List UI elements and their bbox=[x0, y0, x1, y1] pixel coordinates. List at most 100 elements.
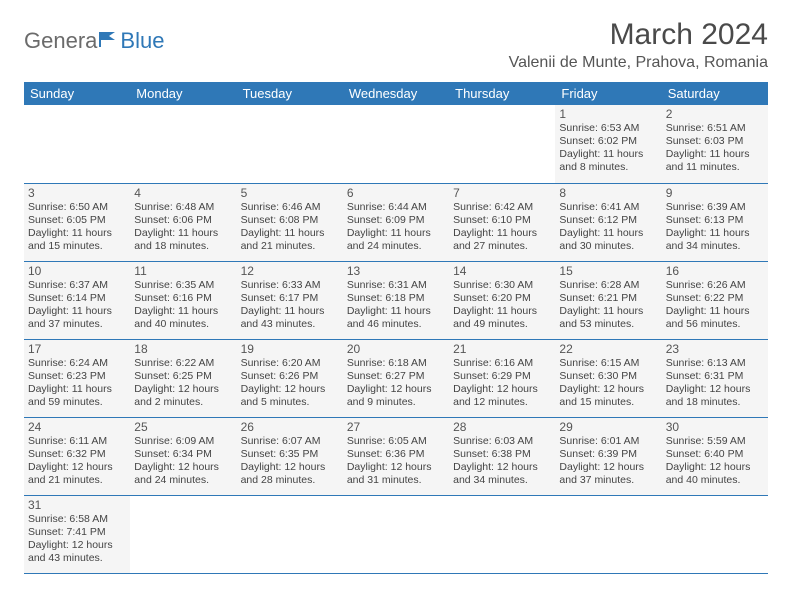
day-line-d1: Daylight: 12 hours bbox=[28, 461, 126, 474]
day-line-d2: and 34 minutes. bbox=[666, 240, 764, 253]
day-line-ss: Sunset: 6:08 PM bbox=[241, 214, 339, 227]
calendar-head: SundayMondayTuesdayWednesdayThursdayFrid… bbox=[24, 82, 768, 105]
day-number: 19 bbox=[241, 342, 339, 356]
calendar-cell: 28Sunrise: 6:03 AMSunset: 6:38 PMDayligh… bbox=[449, 417, 555, 495]
calendar-cell: 11Sunrise: 6:35 AMSunset: 6:16 PMDayligh… bbox=[130, 261, 236, 339]
day-line-sr: Sunrise: 5:59 AM bbox=[666, 435, 764, 448]
day-number: 3 bbox=[28, 186, 126, 200]
day-line-d2: and 2 minutes. bbox=[134, 396, 232, 409]
day-line-ss: Sunset: 6:20 PM bbox=[453, 292, 551, 305]
calendar-body: 1Sunrise: 6:53 AMSunset: 6:02 PMDaylight… bbox=[24, 105, 768, 573]
weekday-header: Saturday bbox=[662, 82, 768, 105]
flag-icon bbox=[99, 28, 119, 54]
day-line-d2: and 21 minutes. bbox=[28, 474, 126, 487]
day-line-ss: Sunset: 6:23 PM bbox=[28, 370, 126, 383]
calendar-cell: 2Sunrise: 6:51 AMSunset: 6:03 PMDaylight… bbox=[662, 105, 768, 183]
calendar-cell: 27Sunrise: 6:05 AMSunset: 6:36 PMDayligh… bbox=[343, 417, 449, 495]
weekday-header: Monday bbox=[130, 82, 236, 105]
day-line-sr: Sunrise: 6:51 AM bbox=[666, 122, 764, 135]
calendar-cell-empty bbox=[237, 495, 343, 573]
day-line-ss: Sunset: 6:27 PM bbox=[347, 370, 445, 383]
day-line-d1: Daylight: 11 hours bbox=[666, 305, 764, 318]
day-line-d1: Daylight: 11 hours bbox=[453, 305, 551, 318]
day-line-d1: Daylight: 12 hours bbox=[666, 461, 764, 474]
day-line-ss: Sunset: 6:36 PM bbox=[347, 448, 445, 461]
day-line-sr: Sunrise: 6:48 AM bbox=[134, 201, 232, 214]
weekday-header: Wednesday bbox=[343, 82, 449, 105]
day-line-sr: Sunrise: 6:53 AM bbox=[559, 122, 657, 135]
day-line-d1: Daylight: 11 hours bbox=[241, 227, 339, 240]
day-line-d1: Daylight: 11 hours bbox=[559, 148, 657, 161]
day-line-d2: and 40 minutes. bbox=[666, 474, 764, 487]
day-number: 16 bbox=[666, 264, 764, 278]
day-line-d1: Daylight: 11 hours bbox=[28, 305, 126, 318]
day-line-ss: Sunset: 6:12 PM bbox=[559, 214, 657, 227]
day-line-d1: Daylight: 12 hours bbox=[347, 383, 445, 396]
day-line-d1: Daylight: 12 hours bbox=[666, 383, 764, 396]
day-line-d1: Daylight: 11 hours bbox=[134, 227, 232, 240]
calendar-cell: 30Sunrise: 5:59 AMSunset: 6:40 PMDayligh… bbox=[662, 417, 768, 495]
day-number: 6 bbox=[347, 186, 445, 200]
day-line-d1: Daylight: 11 hours bbox=[666, 227, 764, 240]
day-line-d2: and 9 minutes. bbox=[347, 396, 445, 409]
calendar-cell-empty bbox=[449, 105, 555, 183]
day-number: 30 bbox=[666, 420, 764, 434]
day-line-ss: Sunset: 6:29 PM bbox=[453, 370, 551, 383]
day-line-d1: Daylight: 11 hours bbox=[666, 148, 764, 161]
day-line-ss: Sunset: 6:05 PM bbox=[28, 214, 126, 227]
day-line-d2: and 21 minutes. bbox=[241, 240, 339, 253]
day-line-d1: Daylight: 12 hours bbox=[134, 461, 232, 474]
weekday-row: SundayMondayTuesdayWednesdayThursdayFrid… bbox=[24, 82, 768, 105]
calendar-cell: 26Sunrise: 6:07 AMSunset: 6:35 PMDayligh… bbox=[237, 417, 343, 495]
calendar-cell: 21Sunrise: 6:16 AMSunset: 6:29 PMDayligh… bbox=[449, 339, 555, 417]
calendar-cell: 15Sunrise: 6:28 AMSunset: 6:21 PMDayligh… bbox=[555, 261, 661, 339]
day-number: 23 bbox=[666, 342, 764, 356]
day-line-d2: and 28 minutes. bbox=[241, 474, 339, 487]
day-line-sr: Sunrise: 6:37 AM bbox=[28, 279, 126, 292]
day-line-ss: Sunset: 6:14 PM bbox=[28, 292, 126, 305]
day-line-d1: Daylight: 12 hours bbox=[28, 539, 126, 552]
day-number: 7 bbox=[453, 186, 551, 200]
day-line-ss: Sunset: 6:16 PM bbox=[134, 292, 232, 305]
day-line-ss: Sunset: 6:35 PM bbox=[241, 448, 339, 461]
header: Genera Blue March 2024 Valenii de Munte,… bbox=[24, 18, 768, 78]
day-number: 28 bbox=[453, 420, 551, 434]
calendar-cell: 12Sunrise: 6:33 AMSunset: 6:17 PMDayligh… bbox=[237, 261, 343, 339]
calendar-cell: 17Sunrise: 6:24 AMSunset: 6:23 PMDayligh… bbox=[24, 339, 130, 417]
day-line-d1: Daylight: 12 hours bbox=[559, 461, 657, 474]
day-line-d1: Daylight: 11 hours bbox=[28, 227, 126, 240]
day-number: 2 bbox=[666, 107, 764, 121]
day-line-d1: Daylight: 11 hours bbox=[241, 305, 339, 318]
day-line-ss: Sunset: 7:41 PM bbox=[28, 526, 126, 539]
day-line-sr: Sunrise: 6:13 AM bbox=[666, 357, 764, 370]
day-line-ss: Sunset: 6:32 PM bbox=[28, 448, 126, 461]
calendar-cell: 13Sunrise: 6:31 AMSunset: 6:18 PMDayligh… bbox=[343, 261, 449, 339]
day-line-d2: and 46 minutes. bbox=[347, 318, 445, 331]
day-line-sr: Sunrise: 6:18 AM bbox=[347, 357, 445, 370]
calendar-cell-empty bbox=[130, 105, 236, 183]
day-line-d1: Daylight: 11 hours bbox=[453, 227, 551, 240]
month-title: March 2024 bbox=[509, 18, 768, 52]
calendar-cell: 19Sunrise: 6:20 AMSunset: 6:26 PMDayligh… bbox=[237, 339, 343, 417]
day-line-ss: Sunset: 6:18 PM bbox=[347, 292, 445, 305]
calendar-cell: 24Sunrise: 6:11 AMSunset: 6:32 PMDayligh… bbox=[24, 417, 130, 495]
day-line-ss: Sunset: 6:06 PM bbox=[134, 214, 232, 227]
calendar-cell: 4Sunrise: 6:48 AMSunset: 6:06 PMDaylight… bbox=[130, 183, 236, 261]
day-number: 29 bbox=[559, 420, 657, 434]
day-line-d1: Daylight: 12 hours bbox=[134, 383, 232, 396]
day-line-d2: and 49 minutes. bbox=[453, 318, 551, 331]
calendar-cell-empty bbox=[237, 105, 343, 183]
calendar-row: 31Sunrise: 6:58 AMSunset: 7:41 PMDayligh… bbox=[24, 495, 768, 573]
day-line-ss: Sunset: 6:10 PM bbox=[453, 214, 551, 227]
day-line-d2: and 30 minutes. bbox=[559, 240, 657, 253]
day-line-d1: Daylight: 11 hours bbox=[347, 227, 445, 240]
calendar-cell: 9Sunrise: 6:39 AMSunset: 6:13 PMDaylight… bbox=[662, 183, 768, 261]
calendar-cell: 20Sunrise: 6:18 AMSunset: 6:27 PMDayligh… bbox=[343, 339, 449, 417]
logo-text-1: Genera bbox=[24, 28, 97, 54]
day-line-ss: Sunset: 6:38 PM bbox=[453, 448, 551, 461]
day-line-sr: Sunrise: 6:01 AM bbox=[559, 435, 657, 448]
day-line-ss: Sunset: 6:17 PM bbox=[241, 292, 339, 305]
day-line-sr: Sunrise: 6:46 AM bbox=[241, 201, 339, 214]
weekday-header: Friday bbox=[555, 82, 661, 105]
day-number: 5 bbox=[241, 186, 339, 200]
